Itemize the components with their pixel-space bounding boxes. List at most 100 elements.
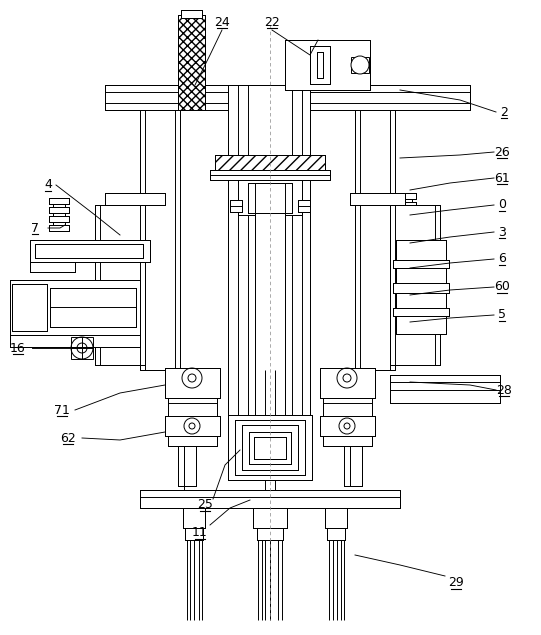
Bar: [105, 193, 165, 205]
Bar: [355, 110, 395, 370]
Bar: [350, 446, 362, 486]
Bar: [71, 337, 93, 359]
Bar: [10, 335, 140, 347]
Bar: [254, 437, 286, 459]
Bar: [310, 46, 330, 84]
Bar: [257, 528, 283, 540]
Bar: [255, 213, 285, 460]
Bar: [320, 416, 375, 436]
Bar: [30, 240, 150, 262]
Bar: [396, 202, 416, 208]
Bar: [350, 193, 405, 205]
Bar: [238, 180, 302, 215]
Bar: [323, 398, 372, 416]
Text: 5: 5: [498, 309, 506, 321]
Bar: [228, 85, 310, 480]
Bar: [168, 436, 217, 446]
Bar: [140, 490, 400, 508]
Text: 61: 61: [494, 171, 510, 185]
Bar: [228, 85, 310, 480]
Bar: [400, 193, 412, 221]
Bar: [140, 110, 180, 370]
Circle shape: [351, 56, 369, 74]
Text: 0: 0: [498, 199, 506, 211]
Bar: [350, 193, 405, 205]
Bar: [344, 446, 356, 486]
Bar: [230, 200, 242, 212]
Bar: [185, 528, 203, 540]
Bar: [50, 288, 136, 327]
Bar: [390, 375, 500, 403]
Bar: [215, 155, 325, 170]
Bar: [49, 207, 69, 213]
Bar: [310, 46, 330, 84]
Bar: [12, 284, 47, 331]
Bar: [215, 155, 325, 170]
Text: 25: 25: [197, 498, 213, 512]
Bar: [393, 308, 449, 316]
Bar: [298, 200, 310, 212]
Bar: [165, 368, 220, 398]
Bar: [12, 284, 47, 331]
Bar: [30, 262, 75, 272]
Bar: [178, 15, 205, 110]
Text: 6: 6: [498, 253, 506, 265]
Bar: [181, 10, 202, 18]
Text: 62: 62: [60, 432, 76, 444]
Bar: [49, 225, 69, 231]
Bar: [50, 288, 136, 327]
Bar: [253, 508, 287, 528]
Bar: [140, 110, 180, 370]
Bar: [393, 260, 449, 268]
Bar: [49, 198, 69, 204]
Bar: [396, 211, 416, 217]
Bar: [285, 40, 370, 90]
Bar: [242, 425, 298, 470]
Text: 71: 71: [54, 403, 70, 417]
Bar: [396, 193, 416, 199]
Bar: [105, 85, 470, 110]
Bar: [228, 415, 312, 480]
Bar: [140, 490, 400, 508]
Bar: [183, 508, 205, 528]
Bar: [49, 207, 69, 213]
Text: 24: 24: [214, 15, 230, 29]
Bar: [10, 280, 140, 335]
Bar: [184, 446, 196, 486]
Text: 29: 29: [448, 577, 464, 589]
Bar: [49, 216, 69, 222]
Bar: [317, 52, 323, 78]
Bar: [393, 283, 449, 293]
Bar: [396, 240, 446, 260]
Bar: [350, 446, 362, 486]
Bar: [390, 375, 500, 403]
Bar: [210, 170, 330, 180]
Bar: [184, 446, 196, 486]
Bar: [242, 425, 298, 470]
Bar: [165, 368, 220, 398]
Bar: [393, 308, 449, 316]
Bar: [396, 293, 446, 308]
Text: 4: 4: [44, 178, 52, 192]
Bar: [35, 244, 143, 258]
Bar: [396, 316, 446, 334]
Bar: [10, 280, 140, 335]
Text: 2: 2: [500, 105, 508, 119]
Bar: [53, 198, 65, 226]
Text: 11: 11: [192, 526, 208, 540]
Bar: [183, 508, 205, 528]
Bar: [396, 202, 416, 208]
Bar: [105, 193, 165, 205]
Bar: [320, 416, 375, 436]
Bar: [390, 205, 440, 365]
Bar: [327, 528, 345, 540]
Bar: [168, 398, 217, 416]
Bar: [178, 15, 205, 110]
Bar: [235, 420, 305, 475]
Bar: [238, 180, 302, 215]
Bar: [323, 398, 372, 416]
Bar: [248, 183, 292, 213]
Bar: [168, 398, 217, 416]
Bar: [248, 183, 292, 213]
Bar: [165, 416, 220, 436]
